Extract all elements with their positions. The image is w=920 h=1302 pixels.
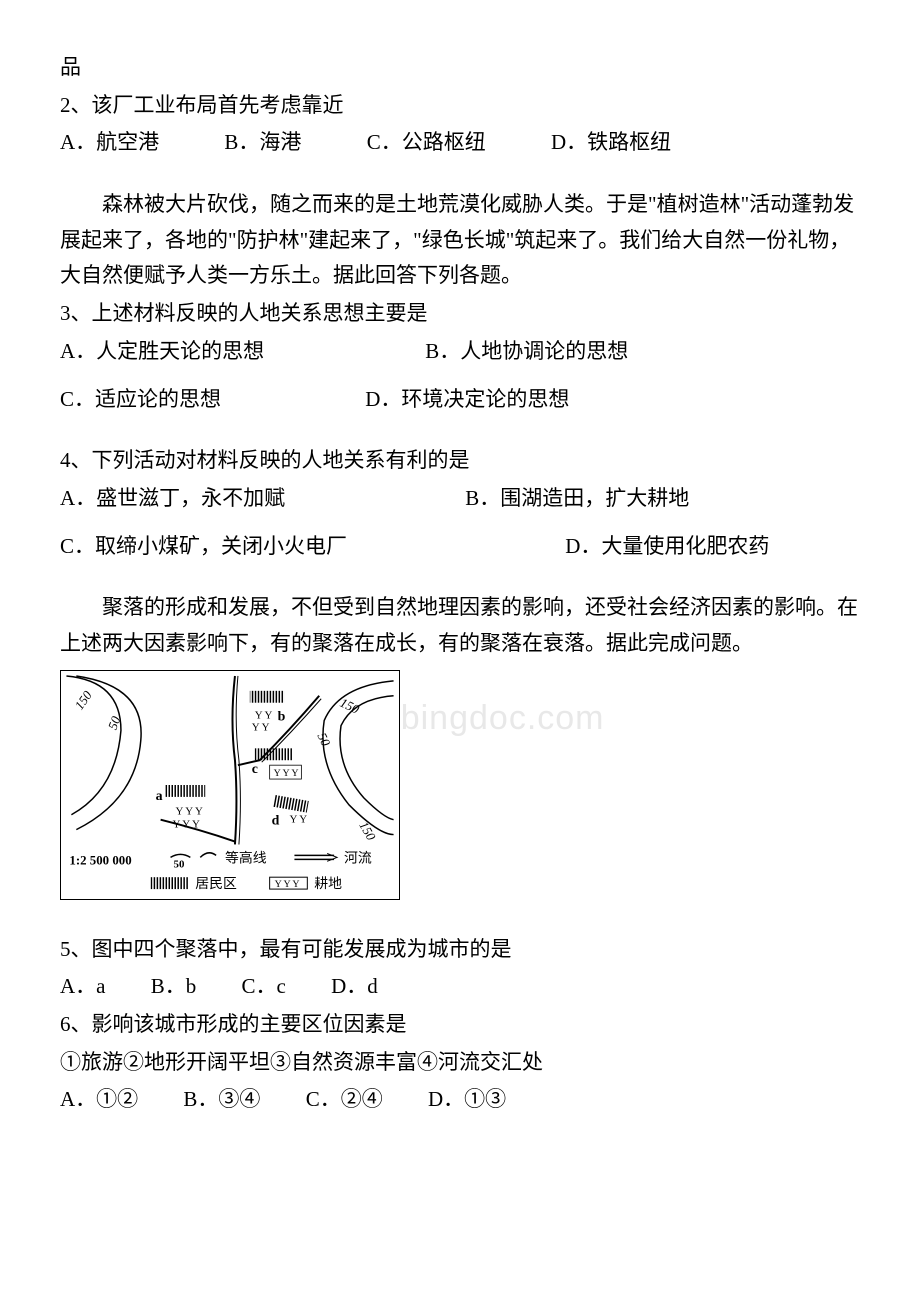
q2-optA: A．航空港 — [60, 125, 159, 161]
q5-optA: A．a — [60, 969, 106, 1005]
q6-sub: ①旅游②地形开阔平坦③自然资源丰富④河流交汇处 — [60, 1045, 860, 1081]
svg-text:150: 150 — [338, 695, 362, 716]
q3-optD: D．环境决定论的思想 — [365, 382, 569, 418]
svg-text:居民区: 居民区 — [195, 877, 237, 892]
q3-optC: C．适应论的思想 — [60, 382, 360, 418]
svg-text:a: a — [156, 788, 163, 803]
svg-text:Y Y Y: Y Y Y — [173, 818, 201, 830]
q2-options: A．航空港 B．海港 C．公路枢纽 D．铁路枢纽 — [60, 125, 860, 161]
q4-options-row2: C．取缔小煤矿，关闭小火电厂 D．大量使用化肥农药 — [60, 529, 860, 565]
svg-text:1:2 500 000: 1:2 500 000 — [69, 853, 131, 867]
q4-optC: C．取缔小煤矿，关闭小火电厂 — [60, 529, 560, 565]
svg-text:c: c — [252, 762, 258, 777]
q6-optC: C．②④ — [306, 1082, 383, 1118]
q6-options: A．①② B．③④ C．②④ D．①③ — [60, 1082, 860, 1118]
q6-stem: 6、影响该城市形成的主要区位因素是 — [60, 1007, 860, 1043]
svg-text:Y Y: Y Y — [289, 813, 307, 825]
q3-options-row1: A．人定胜天论的思想 B．人地协调论的思想 — [60, 334, 860, 370]
svg-text:b: b — [278, 709, 286, 724]
svg-text:等高线: 等高线 — [225, 849, 267, 866]
svg-text:Y Y: Y Y — [255, 709, 273, 721]
q5-optD: D．d — [331, 969, 378, 1005]
q4-stem: 4、下列活动对材料反映的人地关系有利的是 — [60, 443, 860, 479]
svg-text:150: 150 — [356, 819, 378, 843]
q4-optB: B．围湖造田，扩大耕地 — [465, 481, 689, 517]
q2-optB: B．海港 — [224, 125, 301, 161]
svg-text:50: 50 — [173, 858, 184, 870]
svg-text:d: d — [272, 813, 280, 828]
passage2: 聚落的形成和发展，不但受到自然地理因素的影响，还受社会经济因素的影响。在上述两大… — [60, 590, 860, 661]
q2-stem: 2、该厂工业布局首先考虑靠近 — [60, 88, 860, 124]
q3-optA: A．人定胜天论的思想 — [60, 334, 420, 370]
q3-options-row2: C．适应论的思想 D．环境决定论的思想 — [60, 382, 860, 418]
q4-options-row1: A．盛世滋丁，永不加赋 B．围湖造田，扩大耕地 — [60, 481, 860, 517]
q6-optD: D．①③ — [428, 1082, 506, 1118]
q4-optD: D．大量使用化肥农药 — [565, 529, 769, 565]
svg-text:Y Y: Y Y — [252, 721, 270, 733]
svg-text:河流: 河流 — [344, 850, 372, 866]
svg-text:Y Y Y: Y Y Y — [275, 879, 300, 890]
svg-text:Y Y Y: Y Y Y — [175, 805, 203, 817]
passage1: 森林被大片砍伐，随之而来的是土地荒漠化威胁人类。于是"植树造林"活动蓬勃发展起来… — [60, 187, 860, 294]
svg-text:耕地: 耕地 — [314, 875, 342, 892]
q5-optC: C．c — [242, 969, 286, 1005]
q3-optB: B．人地协调论的思想 — [425, 334, 628, 370]
q1-trailing: 品 — [60, 50, 860, 86]
q2-optC: C．公路枢纽 — [367, 125, 486, 161]
q2-optD: D．铁路枢纽 — [551, 125, 671, 161]
q5-stem: 5、图中四个聚落中，最有可能发展成为城市的是 — [60, 932, 860, 968]
q5-options: A．a B．b C．c D．d — [60, 969, 860, 1005]
q3-stem: 3、上述材料反映的人地关系思想主要是 — [60, 296, 860, 332]
settlement-map: 150 50 150 50 150 a Y Y Y Y Y Y b Y Y Y … — [60, 670, 400, 900]
q5-optB: B．b — [151, 969, 197, 1005]
q4-optA: A．盛世滋丁，永不加赋 — [60, 481, 460, 517]
svg-text:50: 50 — [315, 730, 333, 748]
svg-text:Y Y Y: Y Y Y — [274, 768, 299, 779]
q6-optB: B．③④ — [183, 1082, 260, 1118]
svg-text:150: 150 — [72, 688, 95, 712]
q6-optA: A．①② — [60, 1082, 138, 1118]
